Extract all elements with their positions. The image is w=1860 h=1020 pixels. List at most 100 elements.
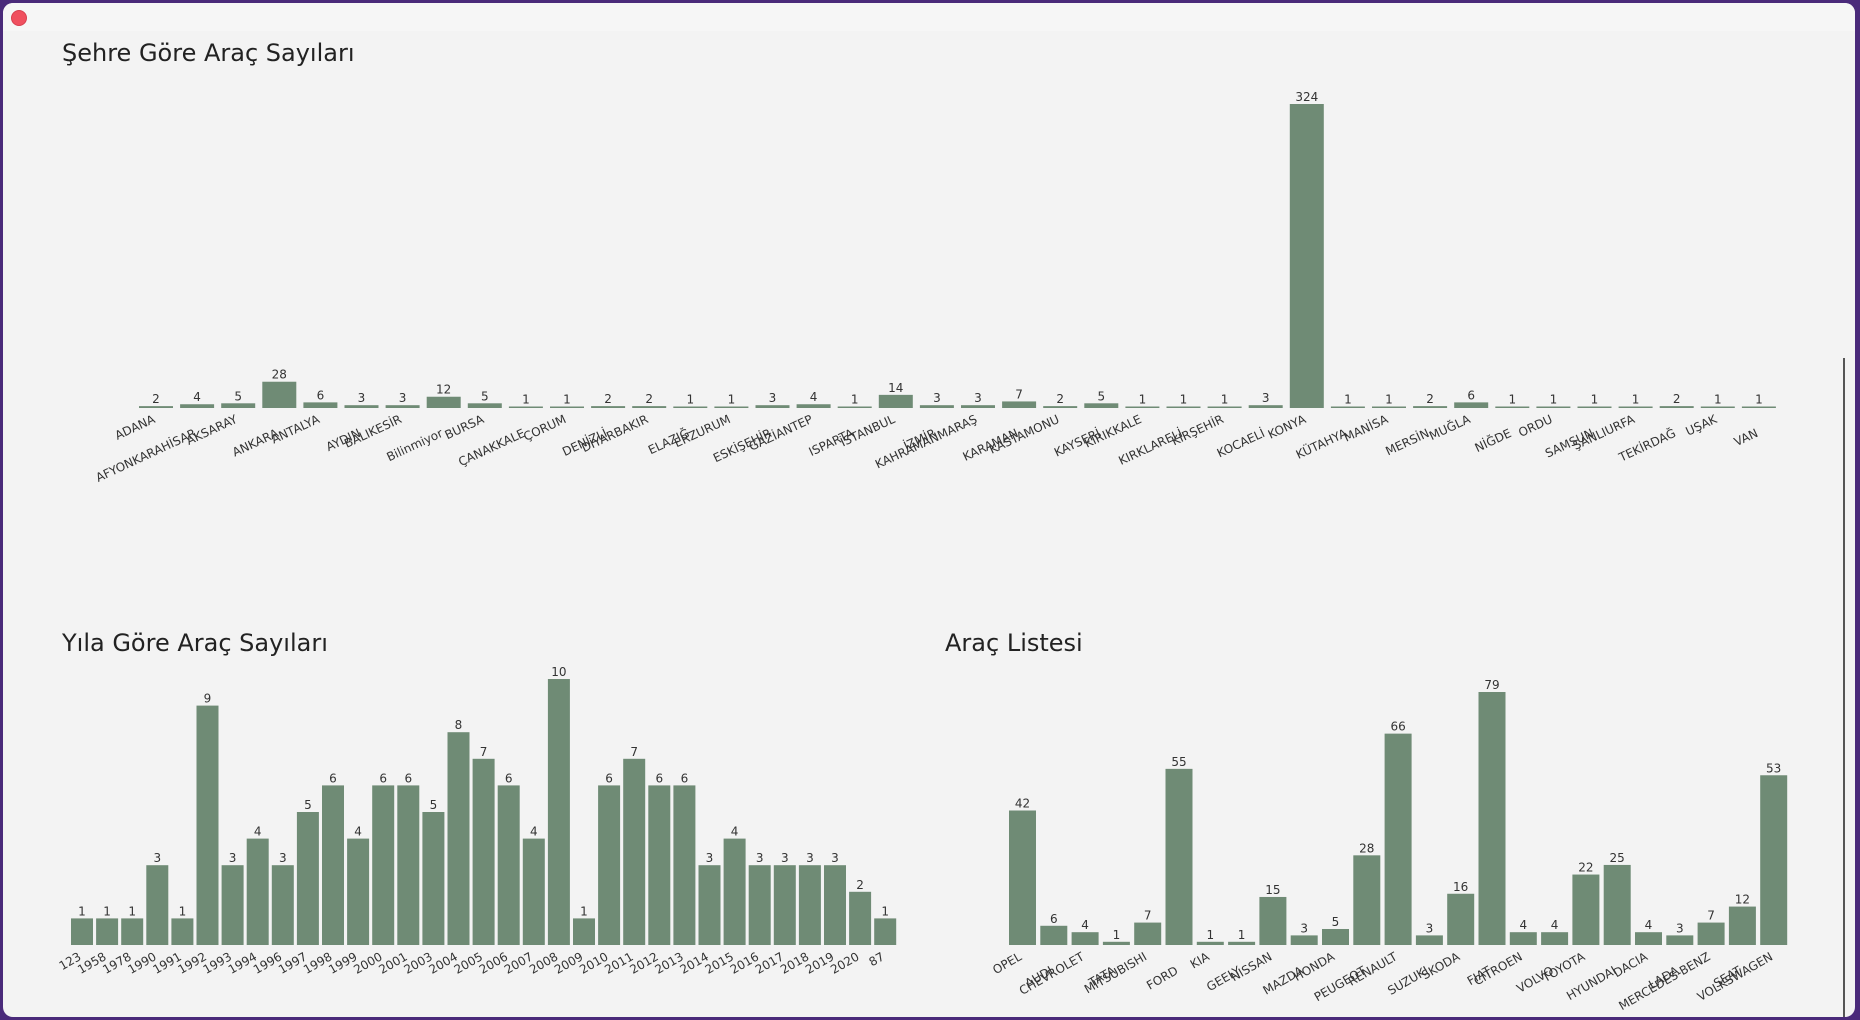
bar[interactable] xyxy=(673,406,708,409)
close-circle-icon[interactable] xyxy=(11,10,27,26)
bar[interactable] xyxy=(798,865,821,945)
bar[interactable] xyxy=(837,406,872,409)
bar[interactable] xyxy=(296,812,319,945)
bar[interactable] xyxy=(1207,406,1242,409)
bar[interactable] xyxy=(508,406,543,409)
bar[interactable] xyxy=(1478,692,1506,945)
bar[interactable] xyxy=(1635,932,1662,945)
bar[interactable] xyxy=(1384,733,1412,945)
bar[interactable] xyxy=(591,406,626,408)
bar[interactable] xyxy=(522,838,545,945)
bar[interactable] xyxy=(447,732,470,945)
bar[interactable] xyxy=(632,406,667,408)
bar[interactable] xyxy=(1372,406,1406,409)
bar[interactable] xyxy=(1002,401,1037,408)
bar[interactable] xyxy=(1659,406,1694,408)
bar[interactable] xyxy=(1495,406,1530,409)
bar[interactable] xyxy=(1071,932,1099,945)
bar[interactable] xyxy=(1165,768,1193,945)
bar[interactable] xyxy=(426,396,461,408)
bar[interactable] xyxy=(919,405,954,408)
bar[interactable] xyxy=(1259,896,1287,945)
bar[interactable] xyxy=(1248,405,1283,408)
bar[interactable] xyxy=(385,405,420,408)
bar[interactable] xyxy=(824,865,846,945)
bar[interactable] xyxy=(262,381,297,408)
bar[interactable] xyxy=(1040,925,1068,945)
bar[interactable] xyxy=(1666,935,1694,945)
bar[interactable] xyxy=(1618,406,1653,409)
bar[interactable] xyxy=(344,405,379,408)
bar[interactable] xyxy=(221,865,244,945)
bar[interactable] xyxy=(698,865,721,945)
bar[interactable] xyxy=(1290,935,1318,945)
bar[interactable] xyxy=(121,918,144,945)
bar[interactable] xyxy=(1322,928,1349,945)
bar[interactable] xyxy=(1536,406,1571,409)
bar[interactable] xyxy=(849,891,872,945)
bar[interactable] xyxy=(1102,941,1130,945)
bar[interactable] xyxy=(1330,406,1365,409)
bar[interactable] xyxy=(723,838,746,945)
bar[interactable] xyxy=(271,865,294,945)
bar[interactable] xyxy=(347,838,370,945)
bar[interactable] xyxy=(1577,406,1612,409)
bar[interactable] xyxy=(1353,855,1381,945)
bar[interactable] xyxy=(1413,406,1448,408)
bar[interactable] xyxy=(1447,893,1475,945)
bar[interactable] xyxy=(673,785,696,945)
bar[interactable] xyxy=(648,785,671,945)
bar[interactable] xyxy=(1125,406,1160,409)
bar[interactable] xyxy=(1700,406,1735,409)
bar[interactable] xyxy=(322,785,344,945)
bar[interactable] xyxy=(878,394,913,408)
bar[interactable] xyxy=(573,918,595,945)
bar[interactable] xyxy=(221,403,256,408)
bar[interactable] xyxy=(180,404,215,408)
bar[interactable] xyxy=(1009,810,1036,945)
bar[interactable] xyxy=(796,404,831,408)
bar[interactable] xyxy=(1289,104,1324,408)
bar[interactable] xyxy=(146,865,169,945)
bar[interactable] xyxy=(547,679,570,945)
bar[interactable] xyxy=(1228,941,1256,945)
bar[interactable] xyxy=(1697,922,1725,945)
bar[interactable] xyxy=(1741,406,1776,409)
bar[interactable] xyxy=(755,405,790,408)
bar[interactable] xyxy=(397,785,420,945)
bar[interactable] xyxy=(1760,775,1788,945)
bar[interactable] xyxy=(1415,935,1443,945)
bar[interactable] xyxy=(1603,864,1631,945)
bar[interactable] xyxy=(467,403,502,408)
bar[interactable] xyxy=(246,838,269,945)
bar[interactable] xyxy=(196,705,219,945)
bar[interactable] xyxy=(1084,403,1119,408)
bar[interactable] xyxy=(372,785,395,945)
bar[interactable] xyxy=(714,406,749,409)
bar[interactable] xyxy=(472,758,495,945)
bar[interactable] xyxy=(1196,941,1224,945)
vertical-scrollbar[interactable] xyxy=(1843,358,1845,1017)
bar[interactable] xyxy=(303,402,338,408)
bar[interactable] xyxy=(961,405,995,408)
bar[interactable] xyxy=(139,406,173,408)
bar[interactable] xyxy=(1134,922,1162,945)
bar[interactable] xyxy=(497,785,520,945)
bar[interactable] xyxy=(422,812,445,945)
bar[interactable] xyxy=(71,918,93,945)
bar[interactable] xyxy=(1572,874,1600,945)
bar[interactable] xyxy=(623,758,646,945)
bar[interactable] xyxy=(1043,406,1078,408)
bar[interactable] xyxy=(874,918,897,945)
bar[interactable] xyxy=(96,918,119,945)
bar[interactable] xyxy=(1454,402,1489,408)
bar[interactable] xyxy=(550,406,584,409)
bar[interactable] xyxy=(1509,932,1537,945)
bar[interactable] xyxy=(1541,932,1569,945)
bar[interactable] xyxy=(171,918,194,945)
bar[interactable] xyxy=(1728,906,1756,945)
bar[interactable] xyxy=(598,785,621,945)
bar[interactable] xyxy=(1166,406,1201,409)
bar[interactable] xyxy=(748,865,771,945)
bar[interactable] xyxy=(773,865,796,945)
